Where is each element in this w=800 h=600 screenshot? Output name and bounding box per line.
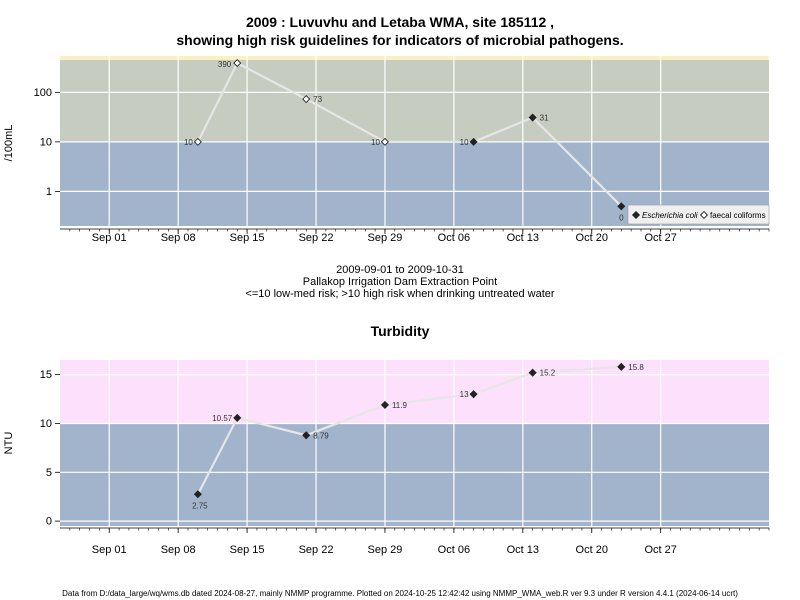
risk-note-caption: <=10 low-med risk; >10 high risk when dr…	[245, 288, 555, 300]
y-tick-label: 10	[40, 136, 52, 148]
data-point	[302, 95, 311, 104]
data-point	[233, 413, 242, 422]
data-point	[380, 400, 389, 409]
data-point	[233, 59, 242, 68]
legend-box	[627, 204, 770, 225]
microbial-chart: Sep 01 Sep 08 Sep 15 Sep 22 Sep 29 Oct 06 Oct …	[3, 56, 770, 244]
data-point	[528, 368, 537, 377]
legend: Escherichia coli faecal coliforms	[627, 204, 770, 225]
x-tick-label: Oct 13	[507, 232, 539, 244]
chart-title-line-2: showing high risk guidelines for indicat…	[176, 32, 624, 48]
x-tick-label: Sep 22	[299, 544, 334, 556]
high-risk-band	[60, 360, 769, 424]
data-label: 2.75	[192, 501, 208, 510]
data-point	[617, 362, 626, 371]
data-label: 8.79	[313, 431, 329, 440]
chart-title-line-1: 2009 : Luvuvhu and Letaba WMA, site 1851…	[245, 14, 555, 30]
x-tick-label: Sep 08	[161, 232, 196, 244]
y-tick-label: 1	[46, 186, 52, 198]
data-label: 31	[540, 114, 549, 123]
data-point	[528, 113, 537, 122]
top-strip	[60, 56, 769, 60]
data-label: 10.57	[212, 414, 233, 423]
data-label: 73	[313, 95, 322, 104]
legend-marker	[699, 210, 709, 220]
x-tick-label: Sep 01	[92, 232, 127, 244]
x-tick-label: Oct 13	[507, 544, 539, 556]
x-tick-label: Sep 01	[92, 544, 127, 556]
x-tick-label: Oct 20	[576, 544, 608, 556]
x-tick-label: Sep 15	[230, 232, 265, 244]
data-label: 10	[184, 138, 193, 147]
x-tick-label: Oct 27	[644, 544, 676, 556]
y-tick-label: 15	[40, 369, 52, 381]
date-range-caption: 2009-09-01 to 2009-10-31	[336, 264, 464, 276]
y-tick-label: 5	[46, 467, 52, 479]
x-tick-label: Oct 27	[644, 232, 676, 244]
legend-entry: Escherichia coli	[642, 211, 698, 220]
low-risk-band	[60, 423, 769, 526]
data-label: 15.2	[540, 369, 556, 378]
data-label: 390	[218, 60, 232, 69]
data-label: 10	[371, 138, 380, 147]
site-name-caption: Pallakop Irrigation Dam Extraction Point	[302, 276, 498, 288]
x-tick-label: Oct 20	[576, 232, 608, 244]
data-point	[469, 137, 478, 146]
data-point	[193, 490, 202, 499]
data-label: 0	[619, 213, 624, 222]
y-tick-label: 0	[46, 516, 52, 528]
data-label: 10	[460, 138, 469, 147]
data-point	[302, 431, 311, 440]
x-tick-label: Sep 15	[230, 544, 265, 556]
legend-marker	[631, 210, 641, 220]
high-risk-band	[60, 60, 769, 142]
data-point	[193, 137, 202, 146]
legend-entry: faecal coliforms	[710, 211, 766, 220]
x-tick-label: Sep 29	[368, 232, 403, 244]
x-tick-label: Oct 06	[438, 544, 470, 556]
x-tick-label: Sep 22	[299, 232, 334, 244]
y-axis-label: NTU	[3, 432, 15, 455]
data-label: 15.8	[628, 363, 644, 372]
data-point	[617, 202, 626, 211]
turbidity-chart: Sep 01 Sep 08 Sep 15 Sep 22 Sep 29 Oct 06 Oct …	[3, 360, 770, 556]
data-point	[469, 390, 478, 399]
data-label: 13	[460, 390, 469, 399]
data-point	[380, 137, 389, 146]
y-tick-label: 100	[34, 87, 52, 99]
y-axis-label: /100mL	[3, 125, 15, 162]
y-tick-label: 10	[40, 418, 52, 430]
x-tick-label: Sep 29	[368, 544, 403, 556]
turbidity-title: Turbidity	[370, 323, 430, 339]
x-tick-label: Sep 08	[161, 544, 196, 556]
data-label: 11.9	[392, 401, 408, 410]
x-tick-label: Oct 06	[438, 232, 470, 244]
footer-note: Data from D:/data_large/wq/wms.db dated …	[62, 589, 738, 598]
